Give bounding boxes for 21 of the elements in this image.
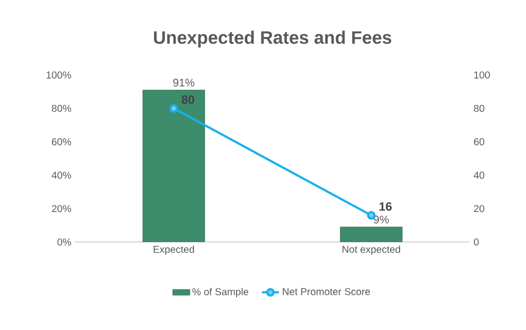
x-tick-label: Expected (154, 246, 194, 255)
y-tick-label: 60% (52, 138, 72, 146)
y-tick-label: 0% (57, 238, 72, 246)
y2-tick-label: 0 (474, 238, 479, 246)
legend-label: Net Promoter Score (282, 288, 370, 296)
y2-tick-label: 40 (474, 172, 484, 179)
y2-tick-label: 60 (474, 138, 484, 146)
y2-tick-label: 20 (474, 205, 484, 212)
data-label: 91% (173, 78, 194, 86)
y-tick-label: 80% (52, 104, 72, 112)
y2-tick-label: 100 (474, 71, 490, 79)
x-tick-label: Not expected (342, 246, 400, 255)
y2-tick-label: 80 (474, 104, 484, 112)
y-tick-label: 40% (52, 172, 72, 179)
chart-title: Unexpected Rates and Fees (154, 30, 392, 48)
legend-label: % of Sample (192, 288, 248, 298)
data-label: 16 (380, 202, 392, 211)
data-label: 80 (182, 95, 194, 104)
data-label: 9% (374, 216, 389, 224)
y-tick-label: 100% (46, 71, 72, 79)
y-tick-label: 20% (52, 205, 72, 212)
